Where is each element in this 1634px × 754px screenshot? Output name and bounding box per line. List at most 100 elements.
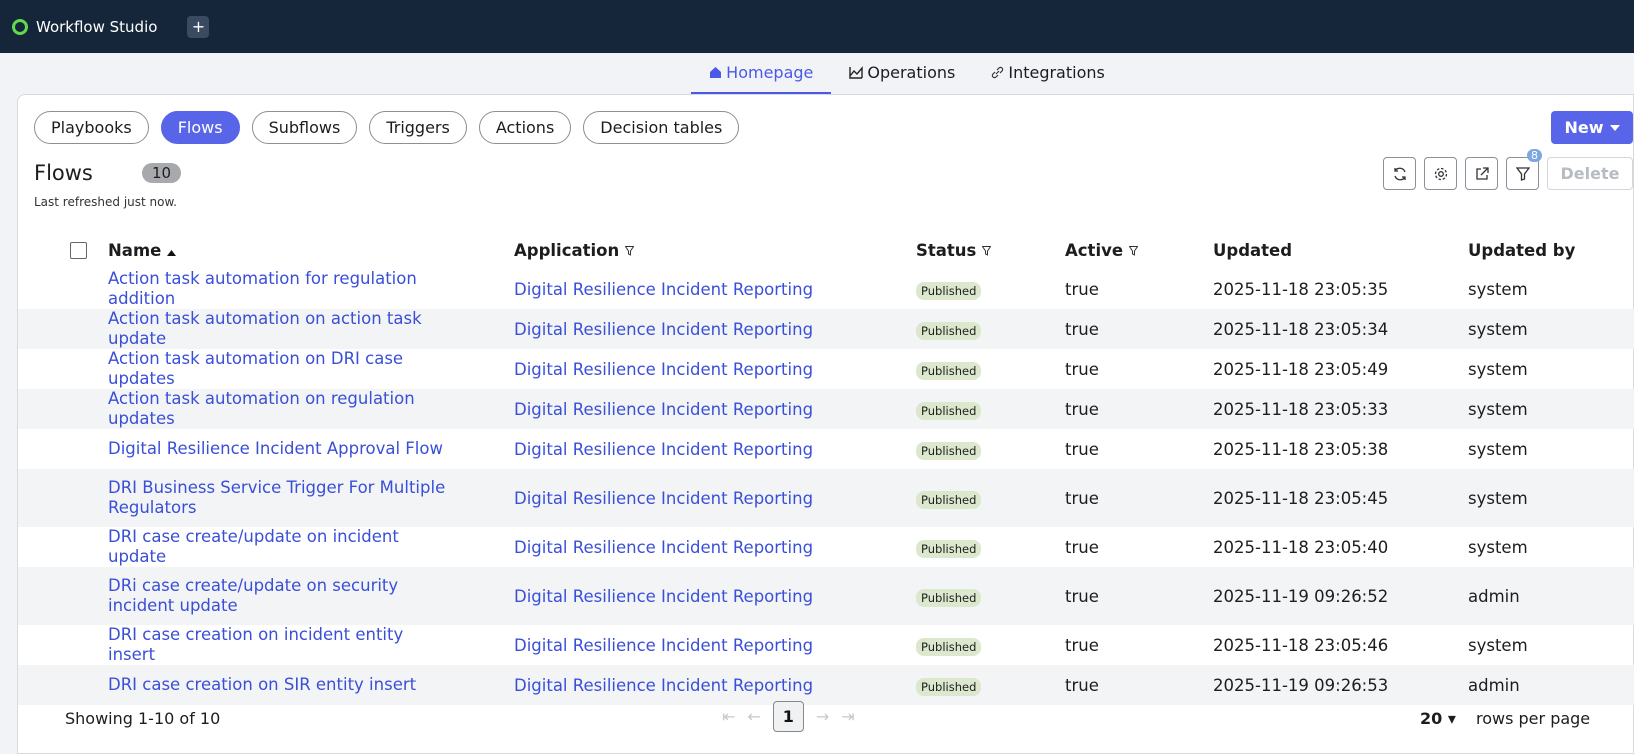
cell-text: 2025-11-18 23:05:46 [1213,635,1389,655]
cell-text: 2025-11-18 23:05:34 [1213,319,1389,339]
cell: system [1468,309,1634,349]
table-row: DRI case creation on incident entity ins… [18,625,1634,665]
cell-text: true [1065,635,1099,655]
status-badge: Published [916,637,982,656]
filter-badge: 8 [1527,149,1542,162]
cell: true [1065,527,1213,567]
column-label: Updated by [1468,240,1576,260]
tab[interactable]: Integrations [973,53,1123,94]
cell: Action task automation for regulation ad… [108,269,514,309]
logo [12,18,28,35]
cell: system [1468,527,1634,567]
filter-pill[interactable]: Triggers [369,111,467,144]
filter-pill[interactable]: Subflows [251,111,358,144]
cell: true [1065,349,1213,389]
cell: true [1065,567,1213,625]
table-row: DRI case creation on SIR entity insert Di… [18,665,1634,705]
tab[interactable]: Homepage [691,53,832,94]
cell: 2025-11-19 09:26:53 [1213,665,1468,705]
application[interactable]: Digital Resilience Incident Reporting [514,675,814,695]
column-header[interactable]: Active [1065,231,1213,269]
flows-table: Name Application Status Active Updated Up… [18,231,1634,705]
cell: Digital Resilience Incident Reporting [514,665,916,705]
filter-pill[interactable]: Decision tables [583,111,740,144]
new-button[interactable]: New [1551,111,1633,144]
cell-text: true [1065,586,1099,606]
export[interactable] [1465,157,1498,190]
column-label: Updated [1213,240,1293,260]
cell [18,429,108,469]
cell: DRI case creation on SIR entity insert [108,665,514,705]
cell: Action task automation on action task up… [108,309,514,349]
cell-text: true [1065,279,1099,299]
filter[interactable]: 8 [1506,149,1542,190]
cell: Published [916,349,1065,389]
cell: true [1065,469,1213,527]
column-header[interactable]: Updated [1213,231,1468,269]
status-badge: Published [916,361,982,380]
first-page[interactable]: ⇤ [722,707,736,726]
column-header[interactable]: Status [916,231,1065,269]
cell: system [1468,625,1634,665]
current-page[interactable]: 1 [772,701,804,732]
select-all[interactable] [70,241,87,259]
tab[interactable]: Operations [831,53,973,94]
column-label: Name [108,240,162,260]
cell [18,469,108,527]
flow-name[interactable]: Digital Resilience Incident Approval Flo… [108,439,443,458]
flow-name[interactable]: DRi case create/update on security incid… [108,576,399,615]
cell-text: 2025-11-19 09:26:53 [1213,675,1389,695]
flow-name[interactable]: Action task automation for regulation ad… [108,269,417,308]
rows-per-page-label: rows per page [1476,709,1591,728]
list-count: 10 [142,163,182,183]
application[interactable]: Digital Resilience Incident Reporting [514,635,814,655]
table-row: Action task automation on regulation upd… [18,389,1634,429]
cell-text: 2025-11-19 09:26:52 [1213,586,1389,606]
sort-icon [167,249,177,256]
flow-name[interactable]: DRI Business Service Trigger For Multipl… [108,478,446,517]
cell: Digital Resilience Incident Reporting [514,567,916,625]
cell: Published [916,625,1065,665]
cell: 2025-11-18 23:05:33 [1213,389,1468,429]
application[interactable]: Digital Resilience Incident Reporting [514,586,814,606]
column-header[interactable]: Updated by [1468,231,1634,269]
cell: true [1065,389,1213,429]
application[interactable]: Digital Resilience Incident Reporting [514,279,814,299]
settings[interactable] [1424,157,1457,190]
cell-text: system [1468,399,1528,419]
filter-pill[interactable]: Actions [478,111,572,144]
flow-name[interactable]: DRI case creation on incident entity ins… [108,625,404,664]
cell-text: true [1065,319,1099,339]
column-header[interactable]: Application [514,231,916,269]
flow-name[interactable]: Action task automation on regulation upd… [108,389,415,428]
cell: Digital Resilience Incident Reporting [514,625,916,665]
rows-per-page-select[interactable]: 20 ▾ [1420,709,1456,728]
pager: ⇤ ← 1 → ⇥ [722,701,855,732]
delete-button[interactable]: Delete [1547,157,1633,190]
application[interactable]: Digital Resilience Incident Reporting [514,399,814,419]
filter-pill[interactable]: Playbooks [34,111,149,144]
cell: DRi case create/update on security incid… [108,567,514,625]
table-row: Action task automation on action task up… [18,309,1634,349]
refresh[interactable] [1383,157,1416,190]
column-header[interactable]: Name [108,231,514,269]
flow-name[interactable]: Action task automation on action task up… [108,309,422,348]
flow-name[interactable]: DRI case creation on SIR entity insert [108,675,417,694]
cell: true [1065,429,1213,469]
application[interactable]: Digital Resilience Incident Reporting [514,537,814,557]
flow-name[interactable]: DRI case create/update on incident updat… [108,527,399,566]
cell-text: system [1468,279,1528,299]
next-page[interactable]: → [815,707,830,726]
cell-text: true [1065,439,1099,459]
application[interactable]: Digital Resilience Incident Reporting [514,488,814,508]
table-row: Digital Resilience Incident Approval Flo… [18,429,1634,469]
application[interactable]: Digital Resilience Incident Reporting [514,439,814,459]
add-tab[interactable]: + [187,15,210,38]
application[interactable]: Digital Resilience Incident Reporting [514,359,814,379]
last-page[interactable]: ⇥ [841,707,855,726]
cell-text: admin [1468,586,1520,606]
filter-pill[interactable]: Flows [160,111,240,144]
application[interactable]: Digital Resilience Incident Reporting [514,319,814,339]
prev-page[interactable]: ← [747,707,761,726]
flow-name[interactable]: Action task automation on DRI case updat… [108,349,404,388]
